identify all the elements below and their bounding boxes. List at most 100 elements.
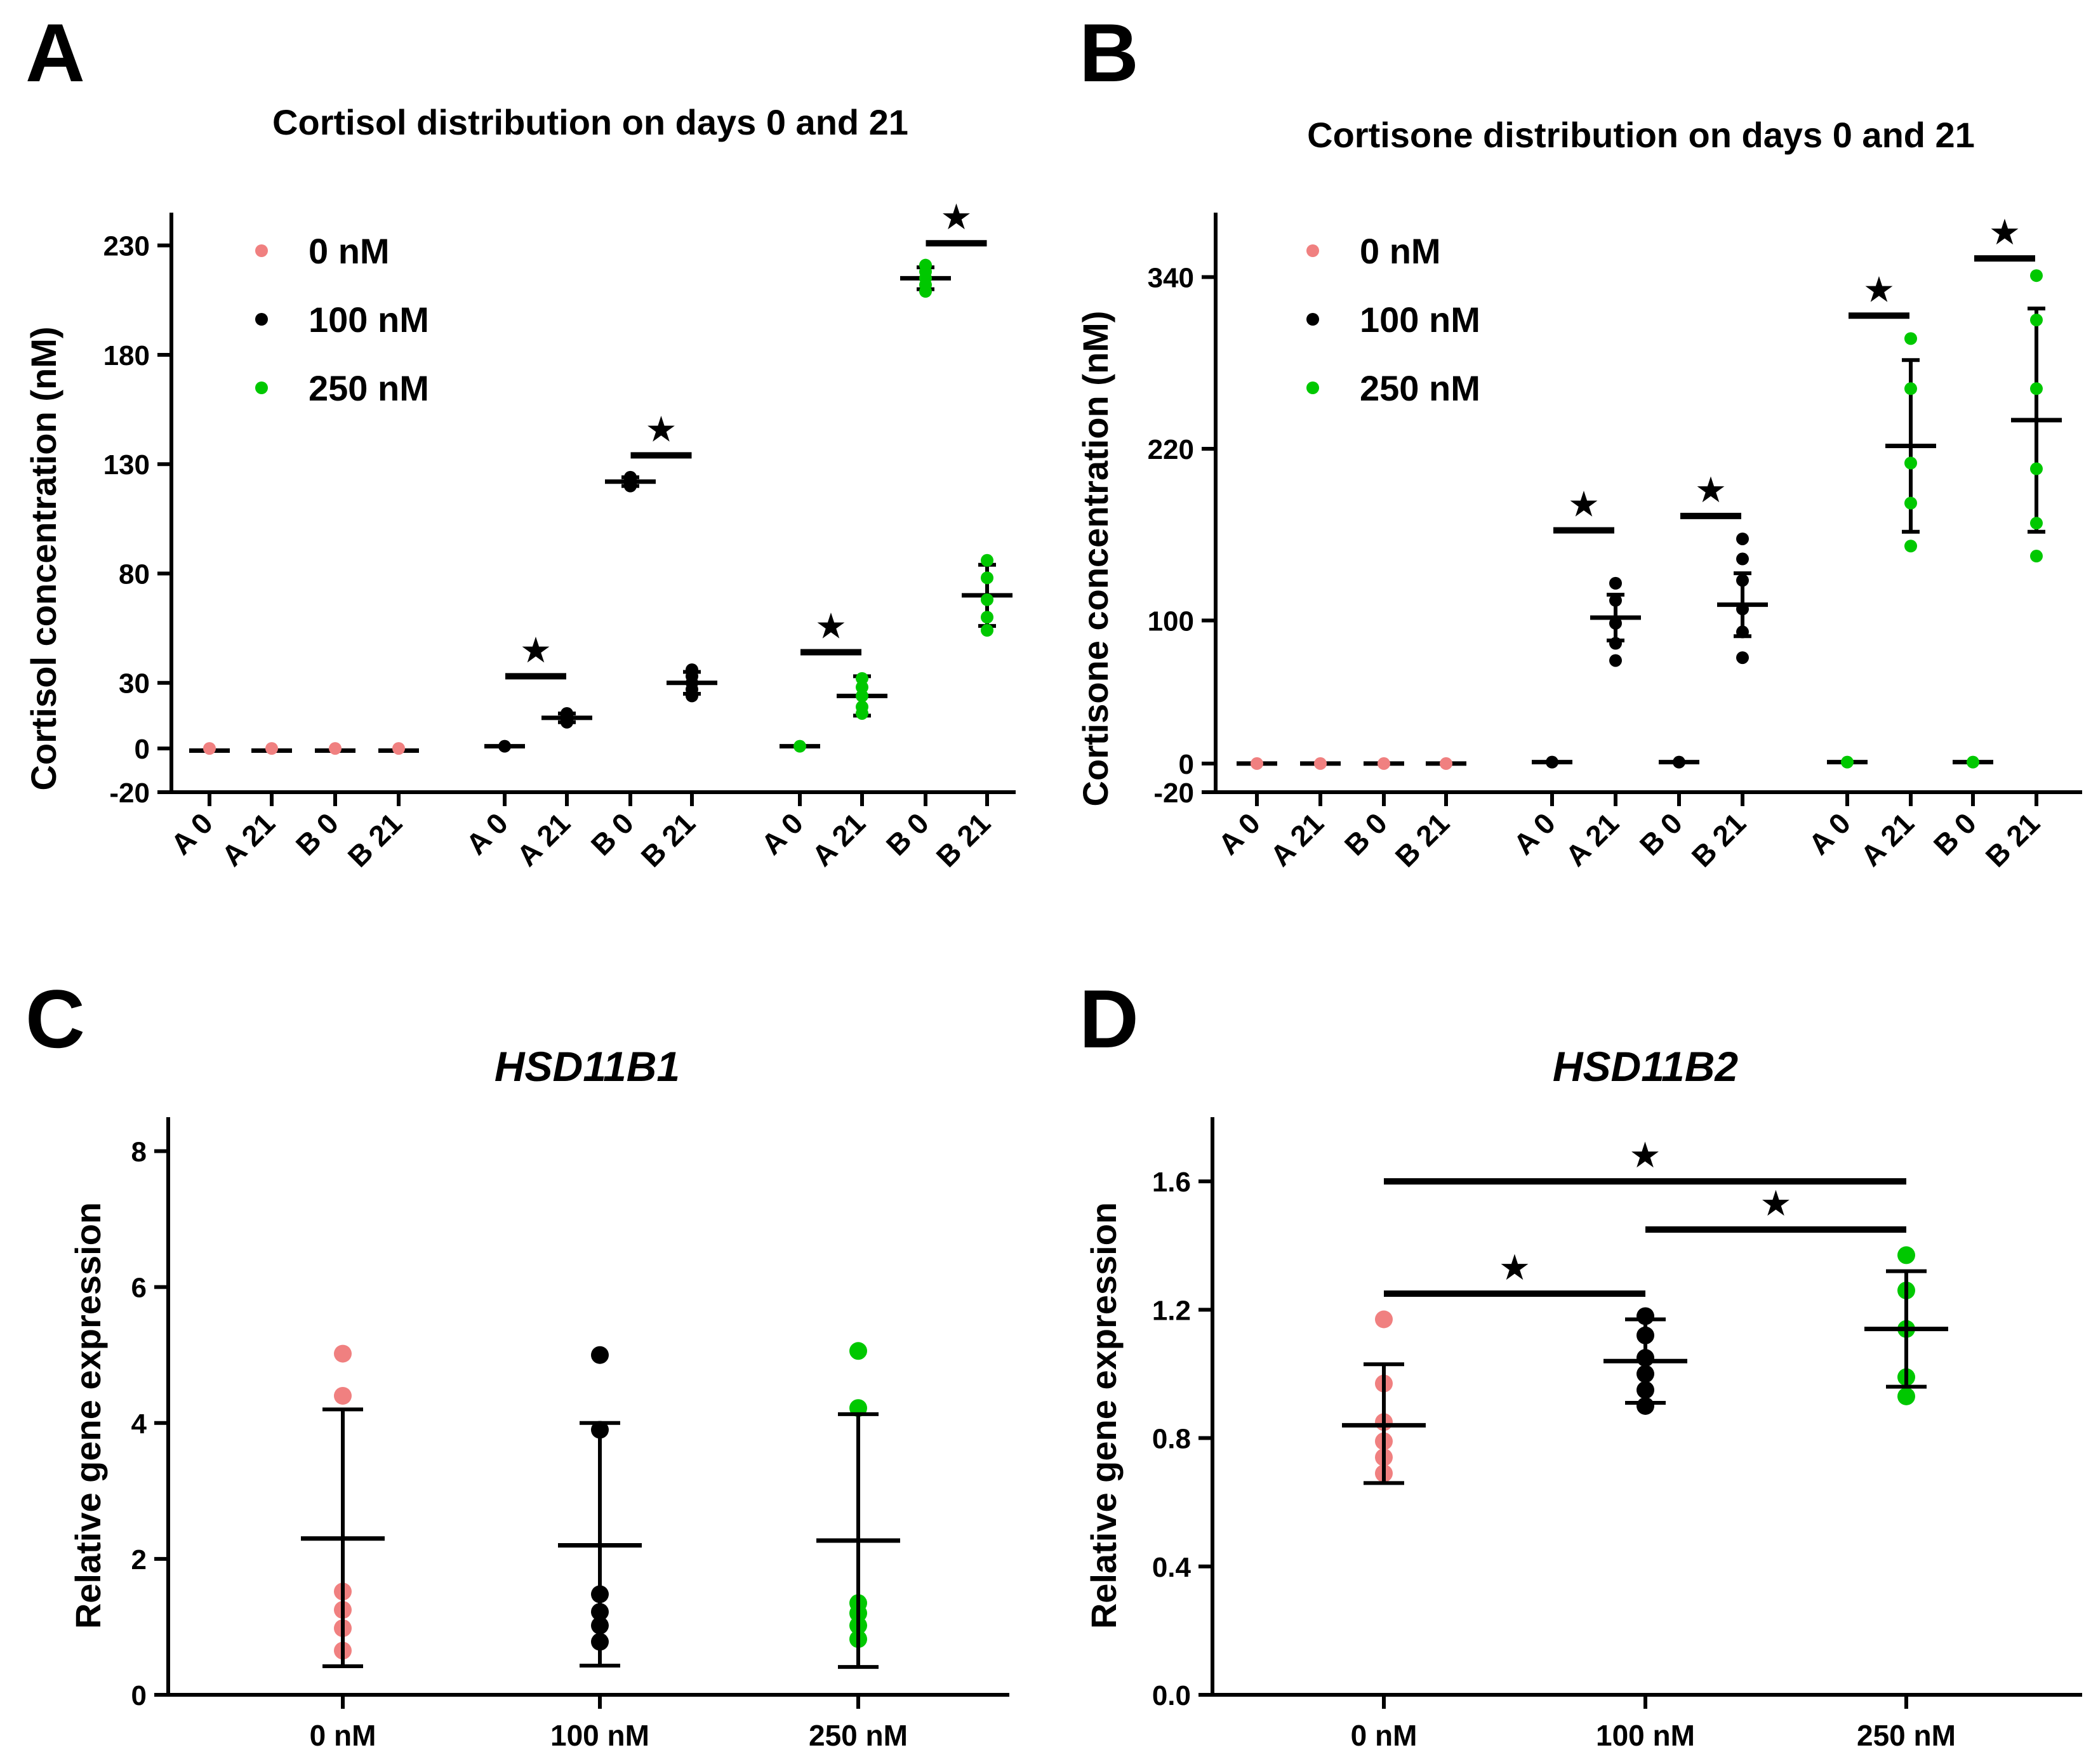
data-point	[793, 739, 806, 753]
data-point	[1904, 496, 1917, 510]
legend-marker	[255, 313, 268, 326]
data-point	[981, 624, 993, 637]
x-tick-label: A 0	[1212, 806, 1266, 861]
legend-marker	[1306, 381, 1319, 394]
data-point	[981, 554, 993, 567]
data-point	[203, 742, 216, 755]
data-point	[849, 1342, 867, 1360]
legend-marker	[255, 244, 268, 257]
x-tick-label: A 21	[510, 806, 576, 872]
data-point	[498, 739, 511, 753]
legend-label: 0 nM	[309, 231, 390, 271]
y-tick-label: 0	[135, 734, 150, 765]
y-tick-label: 80	[119, 559, 150, 590]
legend-label: 250 nM	[309, 368, 429, 408]
panel-c-plot: 0 2 4 6 8 0 nM 100 nM 250 nM	[131, 1117, 1009, 1752]
legend-label: 100 nM	[1360, 300, 1480, 340]
data-point	[1609, 576, 1622, 590]
data-point	[919, 258, 932, 272]
data-point	[265, 742, 278, 755]
y-tick-label: 2	[131, 1544, 147, 1575]
significance-star: ★	[645, 409, 677, 450]
data-point	[624, 470, 637, 484]
x-tick-label: B 21	[930, 806, 997, 873]
data-point	[856, 689, 868, 703]
x-tick-label: A 0	[1802, 806, 1857, 861]
significance-star: ★	[940, 197, 972, 238]
panel-b-title: Cortisone distribution on days 0 and 21	[1307, 115, 1975, 155]
data-point	[561, 706, 573, 720]
y-tick-label: 220	[1148, 434, 1194, 465]
significance-star: ★	[1499, 1247, 1530, 1289]
x-tick-label: 100 nM	[1596, 1719, 1695, 1752]
panel-letter-d: D	[1079, 972, 1139, 1065]
data-point	[856, 680, 868, 694]
x-tick-label: B 21	[1685, 806, 1752, 873]
data-point	[981, 611, 993, 624]
panel-letter-c: C	[25, 972, 85, 1065]
data-point	[1904, 540, 1917, 553]
legend-marker	[1306, 244, 1319, 257]
data-point	[2030, 269, 2043, 282]
x-tick-label: A 0	[755, 806, 809, 861]
panel-a-title: Cortisol distribution on days 0 and 21	[272, 102, 908, 142]
y-tick-label: 0.4	[1152, 1552, 1192, 1583]
data-point	[1609, 637, 1622, 650]
data-point	[1736, 532, 1749, 545]
data-point	[591, 1346, 609, 1364]
panel-letter-b: B	[1079, 6, 1139, 99]
y-tick-label: 230	[103, 231, 150, 262]
legend-marker	[1306, 313, 1319, 326]
data-point	[1736, 651, 1749, 665]
x-tick-label: A 21	[1264, 806, 1330, 872]
y-tick-label: 0	[131, 1680, 147, 1711]
significance-star: ★	[1863, 269, 1895, 310]
significance-star: ★	[1760, 1183, 1791, 1224]
x-tick-label: 0 nM	[1351, 1719, 1417, 1752]
data-point	[1440, 757, 1452, 770]
panel-c-ylabel: Relative gene expression	[68, 1202, 108, 1629]
data-point	[329, 742, 342, 755]
data-point	[1609, 594, 1622, 607]
data-point	[2030, 462, 2043, 475]
panel-b: B Cortisone distribution on days 0 and 2…	[1075, 6, 2082, 873]
x-tick-label: 100 nM	[550, 1719, 649, 1752]
x-tick-label: B 0	[1338, 806, 1393, 861]
data-point	[1609, 616, 1622, 630]
x-tick-label: A 21	[215, 806, 281, 872]
x-tick-label: B 21	[1389, 806, 1456, 873]
data-point	[981, 593, 993, 606]
panel-c: C HSD11B1 Relative gene expression 0 2 4 6 8…	[25, 972, 1009, 1752]
significance-star: ★	[1568, 484, 1600, 525]
panel-a: A Cortisol distribution on days 0 and 21…	[23, 6, 1016, 873]
x-tick-label: 0 nM	[310, 1719, 376, 1752]
x-tick-label: 250 nM	[809, 1719, 908, 1752]
x-tick-label: A 0	[164, 806, 219, 861]
data-point	[1897, 1387, 1915, 1405]
x-tick-label: B 0	[880, 806, 935, 861]
data-point	[1967, 755, 1979, 769]
data-point	[392, 742, 405, 755]
significance-star: ★	[1629, 1135, 1661, 1176]
x-tick-label: B 0	[289, 806, 345, 861]
x-tick-label: B 0	[1633, 806, 1689, 861]
x-tick-label: B 21	[635, 806, 701, 873]
x-tick-label: A 0	[460, 806, 514, 861]
x-tick-label: A 21	[1854, 806, 1920, 872]
y-tick-label: 4	[131, 1409, 147, 1440]
x-tick-label: A 21	[806, 806, 872, 872]
data-point	[1736, 574, 1749, 587]
y-tick-label: 0.0	[1152, 1680, 1191, 1711]
data-point	[1378, 757, 1390, 770]
panel-d-plot: 0.0 0.4 0.8 1.2 1.6 0 nM 100 nM 250 nM ★ ★ ★	[1152, 1117, 2082, 1752]
x-tick-label: B 0	[585, 806, 640, 861]
x-tick-label: A 0	[1507, 806, 1562, 861]
significance-star: ★	[1695, 470, 1727, 511]
data-point	[1904, 382, 1917, 395]
data-point	[2030, 382, 2043, 395]
y-tick-label: 6	[131, 1273, 147, 1304]
data-point	[1609, 654, 1622, 667]
data-point	[981, 571, 993, 585]
